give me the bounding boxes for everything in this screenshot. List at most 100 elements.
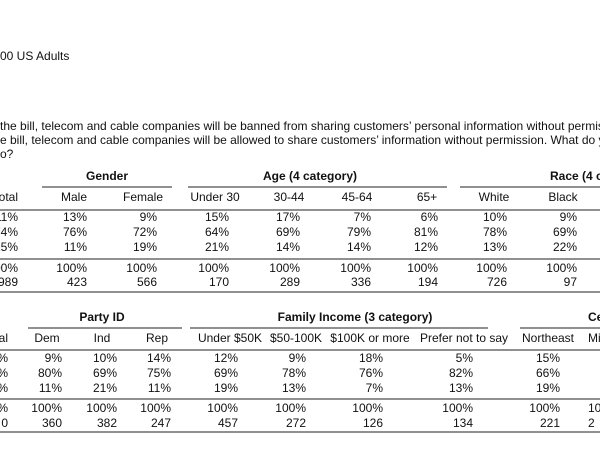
- table-cell: 10%: [483, 210, 507, 224]
- table-cell: 0: [1, 416, 8, 430]
- table-cell: %: [0, 401, 8, 415]
- table-cell: 15%: [0, 240, 18, 254]
- table-cell: 12%: [414, 240, 438, 254]
- column-header: Prefer not to say: [420, 331, 508, 345]
- table-cell: 14%: [147, 351, 171, 365]
- table-cell: 19%: [133, 240, 157, 254]
- table-cell: 80%: [38, 366, 62, 380]
- table-cell: 989: [0, 275, 18, 289]
- table-cell: 11%: [148, 381, 171, 395]
- group-header: Age (4 category): [263, 169, 357, 183]
- group-header: Family Income (3 category): [278, 310, 433, 324]
- table-cell: 2: [588, 416, 595, 430]
- table-cell: 382: [97, 416, 117, 430]
- column-header: $100K or more: [330, 331, 410, 345]
- column-header: otal: [0, 190, 18, 204]
- column-header: 65+: [417, 190, 437, 204]
- table-cell: 100%: [126, 261, 157, 275]
- column-header: al: [0, 331, 8, 345]
- column-header: Under 30: [190, 190, 240, 204]
- column-header: Rep: [146, 331, 168, 345]
- sample-label: 00 US Adults: [0, 49, 69, 63]
- column-header: Under $50K: [198, 331, 262, 345]
- column-header: Black: [548, 190, 578, 204]
- table-cell: %: [0, 351, 8, 365]
- table-cell: 100%: [340, 261, 371, 275]
- table-cell: 9%: [289, 351, 307, 365]
- table-cell: 423: [67, 275, 87, 289]
- question-line: e bill, telecom and cable companies will…: [0, 133, 600, 147]
- table-cell: 19%: [536, 381, 560, 395]
- table-cell: 10%: [93, 351, 117, 365]
- table-cell: 9%: [140, 210, 158, 224]
- table-cell: 100%: [140, 401, 171, 415]
- table-cell: 100%: [529, 401, 560, 415]
- table-cell: 100%: [207, 401, 238, 415]
- table-cell: 100%: [407, 261, 438, 275]
- table-cell: 21%: [205, 240, 229, 254]
- table-cell: 78%: [282, 366, 306, 380]
- column-header: Dem: [34, 331, 59, 345]
- table-cell: 7%: [354, 210, 372, 224]
- table-cell: 64%: [205, 225, 229, 239]
- table-cell: 126: [363, 416, 383, 430]
- table-cell: 14%: [347, 240, 371, 254]
- table-cell: 78%: [483, 225, 507, 239]
- table-cell: 13%: [483, 240, 507, 254]
- table-cell: 11%: [0, 210, 18, 224]
- table-cell: 11%: [39, 381, 62, 395]
- table-cell: 100%: [56, 261, 87, 275]
- group-header: Race (4 c: [550, 169, 600, 183]
- table-cell: 72%: [133, 225, 157, 239]
- table-cell: 81%: [414, 225, 438, 239]
- column-header: Mi: [588, 331, 600, 345]
- table-cell: 9%: [560, 210, 578, 224]
- table-cell: 272: [286, 416, 306, 430]
- column-header: Male: [61, 190, 87, 204]
- question-line: o?: [0, 147, 14, 161]
- table-cell: 134: [453, 416, 473, 430]
- column-header: Female: [123, 190, 163, 204]
- table-cell: %: [0, 381, 8, 395]
- table-cell: 13%: [282, 381, 306, 395]
- table-cell: 21%: [93, 381, 117, 395]
- table-cell: 221: [540, 416, 560, 430]
- table-cell: 74%: [0, 225, 18, 239]
- group-header: Gender: [86, 169, 128, 183]
- column-header: Ind: [94, 331, 111, 345]
- table-cell: 69%: [553, 225, 577, 239]
- table-cell: 100%: [31, 401, 62, 415]
- table-cell: 457: [218, 416, 238, 430]
- table-cell: 100%: [352, 401, 383, 415]
- table-cell: 9%: [45, 351, 63, 365]
- table-cell: 336: [351, 275, 371, 289]
- column-header: 45-64: [342, 190, 373, 204]
- table-cell: 75%: [147, 366, 171, 380]
- table-cell: 566: [137, 275, 157, 289]
- table-cell: 00%: [0, 261, 18, 275]
- table-cell: 97: [564, 275, 578, 289]
- table-cell: 69%: [276, 225, 300, 239]
- table-cell: 12%: [214, 351, 238, 365]
- table-cell: 69%: [214, 366, 238, 380]
- table-cell: 6%: [421, 210, 439, 224]
- table-cell: 194: [418, 275, 438, 289]
- column-header: White: [479, 190, 510, 204]
- table-cell: 76%: [359, 366, 383, 380]
- table-cell: 79%: [347, 225, 371, 239]
- table-cell: 15%: [205, 210, 229, 224]
- table-cell: 360: [42, 416, 62, 430]
- table-cell: 18%: [359, 351, 383, 365]
- table-cell: 13%: [449, 381, 473, 395]
- table-cell: 100%: [442, 401, 473, 415]
- column-header: 30-44: [274, 190, 305, 204]
- group-header: Ce: [588, 310, 600, 324]
- table-cell: 76%: [63, 225, 87, 239]
- table-cell: 726: [487, 275, 507, 289]
- table-cell: 5%: [456, 351, 474, 365]
- table-cell: 14%: [276, 240, 300, 254]
- table-cell: 13%: [63, 210, 87, 224]
- table-cell: 11%: [64, 240, 87, 254]
- table-cell: 100%: [546, 261, 577, 275]
